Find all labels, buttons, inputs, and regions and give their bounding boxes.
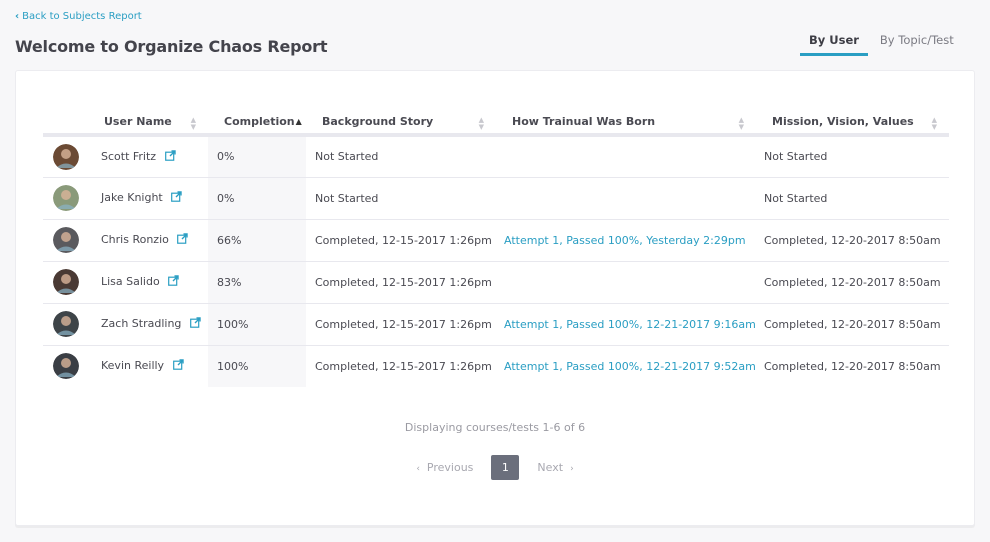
external-link-icon[interactable] bbox=[164, 150, 176, 164]
column-header-user-name[interactable]: User Name ▲ ▼ bbox=[101, 109, 208, 137]
background-story-cell: Completed, 12-15-2017 1:26pm bbox=[306, 303, 496, 346]
completion-cell: 100% bbox=[208, 303, 306, 346]
mission-vision-values-cell: Not Started bbox=[756, 135, 949, 178]
completion-cell: 100% bbox=[208, 345, 306, 387]
table-row: Jake Knight 0% Not Started Not Started bbox=[43, 177, 949, 220]
user-name: Lisa Salido bbox=[101, 275, 160, 288]
sort-icon: ▲ ▼ bbox=[738, 116, 744, 131]
user-name: Chris Ronzio bbox=[101, 233, 169, 246]
page-title: Welcome to Organize Chaos Report bbox=[15, 37, 328, 56]
sort-asc-icon: ▲ bbox=[295, 116, 302, 126]
sort-icon: ▲ ▼ bbox=[478, 116, 484, 131]
external-link-icon[interactable] bbox=[177, 233, 189, 247]
avatar bbox=[53, 227, 79, 253]
how-trainual-was-born-cell[interactable] bbox=[496, 177, 756, 220]
how-trainual-was-born-cell[interactable] bbox=[496, 135, 756, 178]
chevron-left-icon: ‹ bbox=[15, 11, 20, 22]
completion-cell: 0% bbox=[208, 135, 306, 178]
column-header-completion[interactable]: Completion▲ bbox=[208, 109, 306, 137]
completion-cell: 83% bbox=[208, 261, 306, 304]
back-link-label: Back to Subjects Report bbox=[22, 11, 142, 22]
column-label: Completion bbox=[224, 114, 295, 128]
external-link-icon[interactable] bbox=[171, 191, 182, 205]
pagination: ‹ Previous 1 Next › bbox=[16, 455, 974, 480]
avatar bbox=[53, 269, 79, 295]
column-header-mission-vision-values[interactable]: Mission, Vision, Values ▲ ▼ bbox=[756, 109, 949, 137]
previous-page-button[interactable]: ‹ Previous bbox=[416, 461, 474, 474]
tab-by-topic-test[interactable]: By Topic/Test bbox=[879, 33, 954, 47]
column-label: How Trainual Was Born bbox=[512, 114, 656, 128]
user-report-table: User Name ▲ ▼ Completion▲ Background Stor… bbox=[43, 109, 949, 387]
completion-cell: 0% bbox=[208, 177, 306, 220]
user-name: Kevin Reilly bbox=[101, 359, 165, 373]
mission-vision-values-cell: Completed, 12-20-2017 8:50am bbox=[756, 219, 949, 262]
sort-icon: ▲ ▼ bbox=[931, 116, 937, 131]
user-name: Jake Knight bbox=[101, 191, 163, 204]
avatar bbox=[53, 143, 79, 170]
table-row: Kevin Reilly 100% Completed, 12-15-2017 … bbox=[43, 345, 949, 387]
external-link-icon[interactable] bbox=[172, 359, 184, 373]
page-1-button[interactable]: 1 bbox=[491, 455, 520, 480]
sort-icon: ▲ ▼ bbox=[190, 116, 196, 131]
column-label: User Name bbox=[104, 114, 172, 128]
tab-by-user[interactable]: By User bbox=[800, 33, 868, 56]
next-page-button[interactable]: Next › bbox=[537, 461, 574, 474]
column-header-how-trainual-was-born[interactable]: How Trainual Was Born ▲ ▼ bbox=[496, 109, 756, 137]
mission-vision-values-cell: Completed, 12-20-2017 8:50am bbox=[756, 261, 949, 304]
back-to-subjects-link[interactable]: ‹ Back to Subjects Report bbox=[15, 11, 142, 22]
external-link-icon[interactable] bbox=[190, 317, 201, 331]
view-tabs: By User By Topic/Test bbox=[800, 33, 963, 56]
background-story-cell: Not Started bbox=[306, 177, 496, 220]
avatar bbox=[53, 311, 79, 337]
mission-vision-values-cell: Not Started bbox=[756, 177, 949, 220]
column-header-avatar bbox=[43, 109, 101, 137]
background-story-cell: Completed, 12-15-2017 1:26pm bbox=[306, 219, 496, 262]
how-trainual-was-born-cell[interactable]: Attempt 1, Passed 100%, Yesterday 2:29pm bbox=[496, 219, 756, 262]
how-trainual-was-born-cell[interactable]: Attempt 1, Passed 100%, 12-21-2017 9:52a… bbox=[504, 359, 756, 373]
mission-vision-values-cell: Completed, 12-20-2017 8:50am bbox=[764, 359, 941, 373]
avatar bbox=[53, 185, 79, 211]
table-row: Zach Stradling 100% Completed, 12-15-201… bbox=[43, 303, 949, 346]
report-card: User Name ▲ ▼ Completion▲ Background Stor… bbox=[15, 70, 975, 526]
column-label: Background Story bbox=[322, 114, 434, 128]
avatar bbox=[53, 353, 79, 380]
pagination-info: Displaying courses/tests 1-6 of 6 bbox=[404, 421, 586, 434]
how-trainual-was-born-cell[interactable] bbox=[496, 261, 756, 304]
external-link-icon[interactable] bbox=[168, 275, 179, 289]
table-row: Scott Fritz 0% Not Started Not Started bbox=[43, 135, 949, 178]
background-story-cell: Not Started bbox=[306, 135, 496, 178]
user-name: Zach Stradling bbox=[101, 317, 182, 330]
table-row: Lisa Salido 83% Completed, 12-15-2017 1:… bbox=[43, 261, 949, 304]
column-label: Mission, Vision, Values bbox=[772, 114, 914, 128]
background-story-cell: Completed, 12-15-2017 1:26pm bbox=[315, 359, 492, 373]
chevron-left-icon: ‹ bbox=[416, 464, 420, 474]
column-header-background-story[interactable]: Background Story ▲ ▼ bbox=[306, 109, 496, 137]
user-name: Scott Fritz bbox=[101, 149, 157, 163]
table-row: Chris Ronzio 66% Completed, 12-15-2017 1… bbox=[43, 219, 949, 262]
completion-cell: 66% bbox=[208, 219, 306, 262]
background-story-cell: Completed, 12-15-2017 1:26pm bbox=[306, 261, 496, 304]
how-trainual-was-born-cell[interactable]: Attempt 1, Passed 100%, 12-21-2017 9:16a… bbox=[496, 303, 756, 346]
chevron-right-icon: › bbox=[570, 464, 574, 474]
mission-vision-values-cell: Completed, 12-20-2017 8:50am bbox=[756, 303, 949, 346]
